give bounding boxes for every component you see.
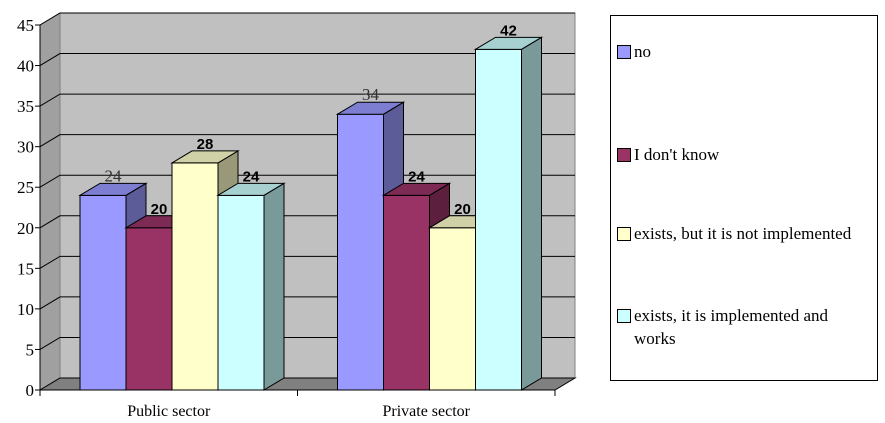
- legend-label: I don't know: [634, 145, 720, 164]
- data-label: 24: [105, 166, 123, 185]
- data-label: 20: [454, 201, 471, 218]
- bar: [383, 194, 430, 391]
- y-tick-label: 35: [17, 97, 34, 116]
- bar: [79, 194, 127, 391]
- legend: no I don't know exists, but it is not im…: [610, 15, 878, 381]
- bar-top: [381, 182, 452, 196]
- bar: [217, 194, 265, 391]
- y-tick-label: 25: [17, 178, 34, 197]
- bar: [337, 113, 384, 391]
- data-labels: 24 20 28 24 34 24 20 42: [105, 22, 517, 217]
- legend-label: exists, but it is not implemented: [634, 224, 852, 243]
- legend-swatch: [617, 148, 631, 162]
- bars: [78, 36, 544, 391]
- y-tick-label: 30: [17, 138, 34, 157]
- x-tick-label: Public sector: [127, 403, 211, 420]
- x-axis: Public sector Private sector: [39, 389, 556, 420]
- bar-chart: 0 5 10 15 20 25 30 35 40 45 Public sector Private …: [17, 12, 577, 420]
- legend-item-exists-implemented: exists, it is implemented and works: [617, 304, 869, 350]
- y-tick-label: 0: [26, 381, 35, 400]
- bar-top: [170, 150, 240, 164]
- data-label: 20: [151, 201, 168, 218]
- bar-top: [216, 182, 286, 196]
- gridline: [39, 12, 575, 26]
- y-tick-label: 40: [17, 57, 34, 76]
- legend-swatch: [617, 45, 631, 59]
- y-tick-label: 5: [26, 340, 35, 359]
- data-label: 24: [243, 168, 260, 185]
- bar-side: [263, 182, 285, 391]
- legend-label: exists, it is implemented and works: [634, 306, 829, 348]
- data-label: 28: [197, 136, 214, 153]
- gridline: [39, 93, 575, 107]
- data-label: 42: [500, 22, 517, 39]
- bar: [125, 227, 173, 391]
- y-axis: 0 5 10 15 20 25 30 35 40 45: [17, 16, 41, 400]
- bar-top: [335, 101, 406, 115]
- legend-swatch: [617, 227, 631, 241]
- legend-swatch: [617, 309, 631, 323]
- y-tick-label: 10: [17, 300, 34, 319]
- bar-side: [521, 36, 542, 391]
- legend-item-dont-know: I don't know: [617, 143, 869, 166]
- bar: [429, 227, 476, 391]
- y-tick-label: 45: [17, 16, 34, 35]
- legend-item-exists-not-implemented: exists, but it is not implemented: [617, 222, 869, 245]
- bar: [171, 162, 219, 391]
- y-tick-label: 20: [17, 219, 34, 238]
- data-label: 34: [362, 85, 380, 104]
- legend-item-no: no: [617, 40, 869, 63]
- bar-top: [78, 182, 148, 196]
- legend-label: no: [634, 42, 651, 61]
- gridline: [39, 53, 575, 66]
- side-wall: [39, 12, 61, 391]
- data-label: 24: [408, 168, 425, 185]
- bar-top: [473, 36, 544, 50]
- y-tick-label: 15: [17, 259, 34, 278]
- x-tick-label: Private sector: [382, 403, 470, 420]
- bar: [475, 48, 522, 391]
